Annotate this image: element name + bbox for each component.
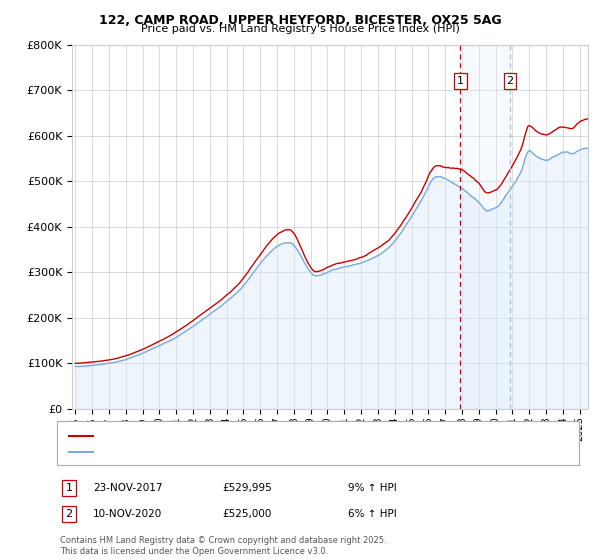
Bar	[460, 45, 510, 409]
Text: Contains HM Land Registry data © Crown copyright and database right 2025.
This d: Contains HM Land Registry data © Crown c…	[60, 536, 386, 556]
Text: 122, CAMP ROAD, UPPER HEYFORD, BICESTER, OX25 5AG (detached house): 122, CAMP ROAD, UPPER HEYFORD, BICESTER,…	[97, 431, 469, 441]
Text: £525,000: £525,000	[222, 509, 271, 519]
Text: £529,995: £529,995	[222, 483, 272, 493]
Text: 122, CAMP ROAD, UPPER HEYFORD, BICESTER, OX25 5AG: 122, CAMP ROAD, UPPER HEYFORD, BICESTER,…	[98, 14, 502, 27]
Text: HPI: Average price, detached house, Cherwell: HPI: Average price, detached house, Cher…	[97, 447, 320, 457]
Text: 23-NOV-2017: 23-NOV-2017	[93, 483, 163, 493]
Text: 1: 1	[457, 76, 464, 86]
Text: 2: 2	[506, 76, 514, 86]
Text: 2: 2	[65, 509, 73, 519]
Text: 9% ↑ HPI: 9% ↑ HPI	[348, 483, 397, 493]
Text: Price paid vs. HM Land Registry's House Price Index (HPI): Price paid vs. HM Land Registry's House …	[140, 24, 460, 34]
Text: 1: 1	[65, 483, 73, 493]
Text: 6% ↑ HPI: 6% ↑ HPI	[348, 509, 397, 519]
Text: 10-NOV-2020: 10-NOV-2020	[93, 509, 162, 519]
